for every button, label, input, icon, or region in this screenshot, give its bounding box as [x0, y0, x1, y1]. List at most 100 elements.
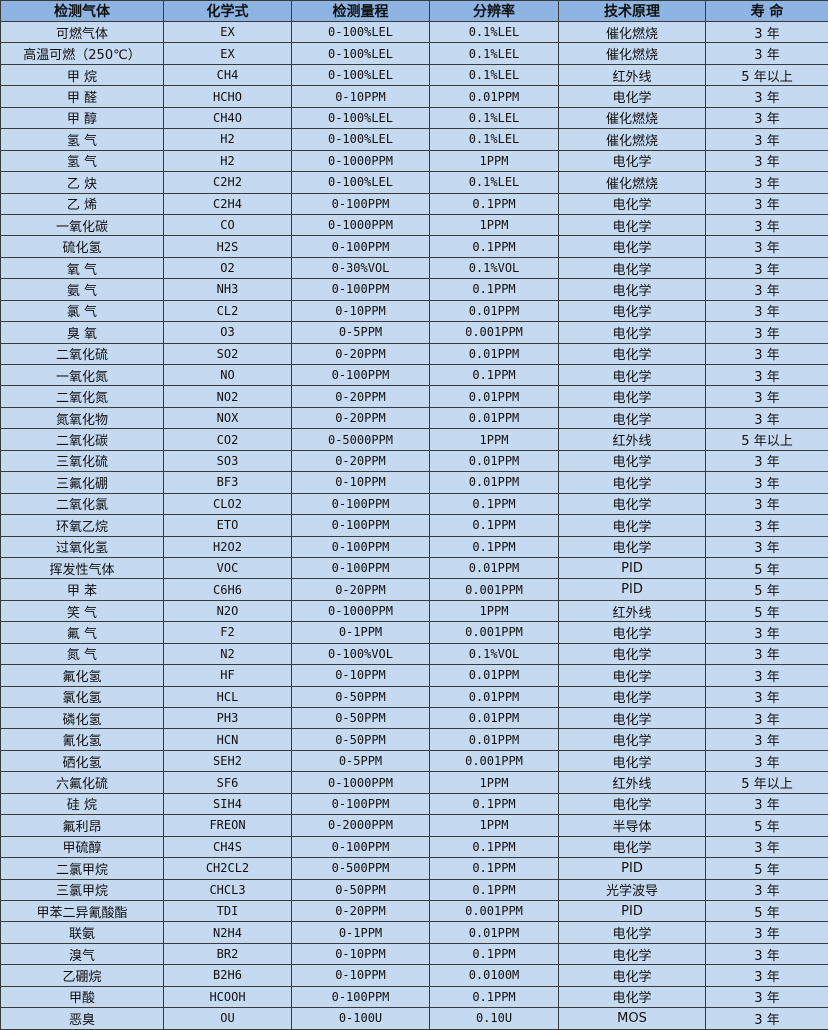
- header-row: 检测气体 化学式 检测量程 分辨率 技术原理 寿 命: [0, 0, 828, 22]
- cell-formula: H2O2: [163, 535, 292, 558]
- cell-range: 0-100PPM: [291, 235, 430, 258]
- cell-resolution: 1PPM: [429, 213, 559, 237]
- cell-resolution: 0.1%VOL: [429, 642, 559, 666]
- cell-lifespan: 5 年: [705, 556, 828, 580]
- table-row: 氮 气 N2 0-100%VOL 0.1%VOL 电化学 3 年: [0, 642, 828, 666]
- cell-resolution: 0.1%VOL: [429, 256, 559, 280]
- cell-principle: 电化学: [558, 985, 706, 1009]
- cell-range: 0-1000PPM: [291, 213, 430, 237]
- cell-principle: PID: [558, 857, 706, 880]
- table-row: 一氧化碳 CO 0-1000PPM 1PPM 电化学 3 年: [0, 213, 828, 237]
- cell-range: 0-1000PPM: [291, 149, 430, 173]
- cell-formula: CLO2: [163, 492, 292, 516]
- cell-formula: SF6: [163, 771, 292, 794]
- table-row: 甲 烷 CH4 0-100%LEL 0.1%LEL 红外线 5 年以上: [0, 63, 828, 87]
- cell-formula: TDI: [163, 899, 292, 923]
- cell-gas: 二氧化氯: [0, 492, 164, 516]
- cell-gas: 氟 气: [0, 621, 164, 644]
- cell-range: 0-10PPM: [291, 664, 430, 687]
- cell-resolution: 1PPM: [429, 428, 559, 451]
- cell-range: 0-20PPM: [291, 899, 430, 923]
- cell-lifespan: 5 年以上: [705, 63, 828, 87]
- cell-resolution: 0.1%LEL: [429, 42, 559, 65]
- cell-gas: 甲 醛: [0, 85, 164, 108]
- cell-lifespan: 3 年: [705, 363, 828, 387]
- cell-principle: 电化学: [558, 406, 706, 430]
- table-row: 氟利昂 FREON 0-2000PPM 1PPM 半导体 5 年: [0, 814, 828, 837]
- cell-resolution: 0.01PPM: [429, 342, 559, 366]
- cell-principle: 电化学: [558, 471, 706, 494]
- cell-gas: 氮 气: [0, 642, 164, 666]
- cell-principle: 电化学: [558, 642, 706, 666]
- cell-principle: 电化学: [558, 449, 706, 473]
- cell-gas: 环氧乙烷: [0, 514, 164, 537]
- cell-range: 0-2000PPM: [291, 814, 430, 837]
- table-row: 三氯甲烷 CHCL3 0-50PPM 0.1PPM 光学波导 3 年: [0, 878, 828, 901]
- cell-gas: 甲 烷: [0, 63, 164, 87]
- table-row: 挥发性气体 VOC 0-100PPM 0.01PPM PID 5 年: [0, 556, 828, 580]
- cell-principle: 光学波导: [558, 878, 706, 901]
- cell-resolution: 0.1PPM: [429, 192, 559, 215]
- table-row: 环氧乙烷 ETO 0-100PPM 0.1PPM 电化学 3 年: [0, 514, 828, 537]
- cell-principle: 红外线: [558, 771, 706, 794]
- cell-principle: 红外线: [558, 428, 706, 451]
- cell-formula: CL2: [163, 299, 292, 323]
- cell-range: 0-50PPM: [291, 878, 430, 901]
- table-row: 氮氧化物 NOX 0-20PPM 0.01PPM 电化学 3 年: [0, 406, 828, 430]
- cell-gas: 氧 气: [0, 256, 164, 280]
- cell-lifespan: 3 年: [705, 492, 828, 516]
- cell-lifespan: 3 年: [705, 149, 828, 173]
- cell-resolution: 0.001PPM: [429, 899, 559, 923]
- cell-range: 0-100%LEL: [291, 106, 430, 130]
- cell-principle: 电化学: [558, 321, 706, 344]
- table-row: 氟化氢 HF 0-10PPM 0.01PPM 电化学 3 年: [0, 664, 828, 687]
- cell-formula: SO2: [163, 342, 292, 366]
- cell-lifespan: 3 年: [705, 128, 828, 151]
- table-row: 一氧化氮 NO 0-100PPM 0.1PPM 电化学 3 年: [0, 363, 828, 387]
- cell-range: 0-100PPM: [291, 835, 430, 859]
- cell-formula: N2: [163, 642, 292, 666]
- cell-formula: BF3: [163, 471, 292, 494]
- cell-gas: 乙 烯: [0, 192, 164, 215]
- cell-formula: ETO: [163, 514, 292, 537]
- cell-lifespan: 3 年: [705, 728, 828, 751]
- cell-lifespan: 3 年: [705, 471, 828, 494]
- cell-principle: 电化学: [558, 149, 706, 173]
- cell-range: 0-1PPM: [291, 621, 430, 644]
- cell-formula: PH3: [163, 706, 292, 730]
- cell-range: 0-100U: [291, 1007, 430, 1030]
- cell-gas: 挥发性气体: [0, 556, 164, 580]
- cell-principle: 红外线: [558, 599, 706, 623]
- cell-resolution: 0.1PPM: [429, 235, 559, 258]
- cell-lifespan: 3 年: [705, 385, 828, 408]
- cell-gas: 氢 气: [0, 149, 164, 173]
- table-row: 硫化氢 H2S 0-100PPM 0.1PPM 电化学 3 年: [0, 235, 828, 258]
- table-row: 氰化氢 HCN 0-50PPM 0.01PPM 电化学 3 年: [0, 728, 828, 751]
- cell-gas: 高温可燃（250℃）: [0, 42, 164, 65]
- cell-lifespan: 3 年: [705, 642, 828, 666]
- cell-gas: 六氟化硫: [0, 771, 164, 794]
- cell-resolution: 0.1PPM: [429, 942, 559, 966]
- cell-gas: 恶臭: [0, 1007, 164, 1030]
- cell-range: 0-30%VOL: [291, 256, 430, 280]
- cell-gas: 硒化氢: [0, 749, 164, 773]
- cell-formula: B2H6: [163, 964, 292, 987]
- cell-resolution: 0.1PPM: [429, 535, 559, 558]
- cell-range: 0-10PPM: [291, 964, 430, 987]
- table-row: 氯化氢 HCL 0-50PPM 0.01PPM 电化学 3 年: [0, 685, 828, 709]
- cell-range: 0-100%LEL: [291, 20, 430, 44]
- cell-principle: 电化学: [558, 278, 706, 301]
- cell-formula: C2H2: [163, 171, 292, 194]
- cell-range: 0-100%LEL: [291, 63, 430, 87]
- cell-formula: HCN: [163, 728, 292, 751]
- cell-principle: MOS: [558, 1007, 706, 1030]
- table-row: 乙 烯 C2H4 0-100PPM 0.1PPM 电化学 3 年: [0, 192, 828, 215]
- cell-principle: 电化学: [558, 213, 706, 237]
- table-row: 甲酸 HCOOH 0-100PPM 0.1PPM 电化学 3 年: [0, 985, 828, 1009]
- cell-gas: 二氧化氮: [0, 385, 164, 408]
- table-row: 六氟化硫 SF6 0-1000PPM 1PPM 红外线 5 年以上: [0, 771, 828, 794]
- cell-gas: 甲苯二异氰酸酯: [0, 899, 164, 923]
- table-row: 二氧化氮 NO2 0-20PPM 0.01PPM 电化学 3 年: [0, 385, 828, 408]
- cell-resolution: 0.1PPM: [429, 835, 559, 859]
- cell-resolution: 0.01PPM: [429, 299, 559, 323]
